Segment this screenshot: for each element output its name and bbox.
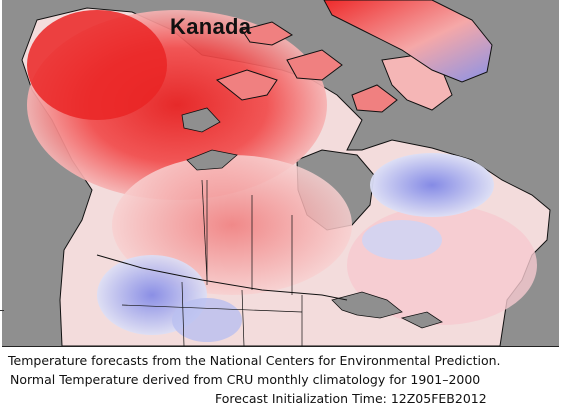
cool-anomaly-quebec xyxy=(362,220,442,260)
greenland xyxy=(323,0,493,83)
caption-line-1: Temperature forecasts from the National … xyxy=(8,353,501,368)
warm-anomaly-alaska xyxy=(27,10,167,120)
cool-anomaly-labrador xyxy=(370,153,494,217)
caption-line-2: Normal Temperature derived from CRU mont… xyxy=(10,372,481,387)
great-lakes xyxy=(331,291,443,329)
figure-caption: Temperature forecasts from the National … xyxy=(0,351,561,408)
map-title: Kanada xyxy=(170,14,252,39)
province-boundaries xyxy=(201,179,208,281)
great-bear-lake xyxy=(181,107,221,133)
canada-us-border xyxy=(96,254,348,301)
great-slave-lake xyxy=(186,149,238,171)
map-canvas xyxy=(21,0,551,346)
left-edge-tick xyxy=(0,310,4,311)
arctic-islands xyxy=(215,21,398,113)
caption-line-3: Forecast Initialization Time: 12Z05FEB20… xyxy=(215,391,487,406)
us-state-lines xyxy=(121,281,303,346)
internal-boundaries xyxy=(206,180,293,295)
temperature-anomaly-map xyxy=(2,0,559,347)
